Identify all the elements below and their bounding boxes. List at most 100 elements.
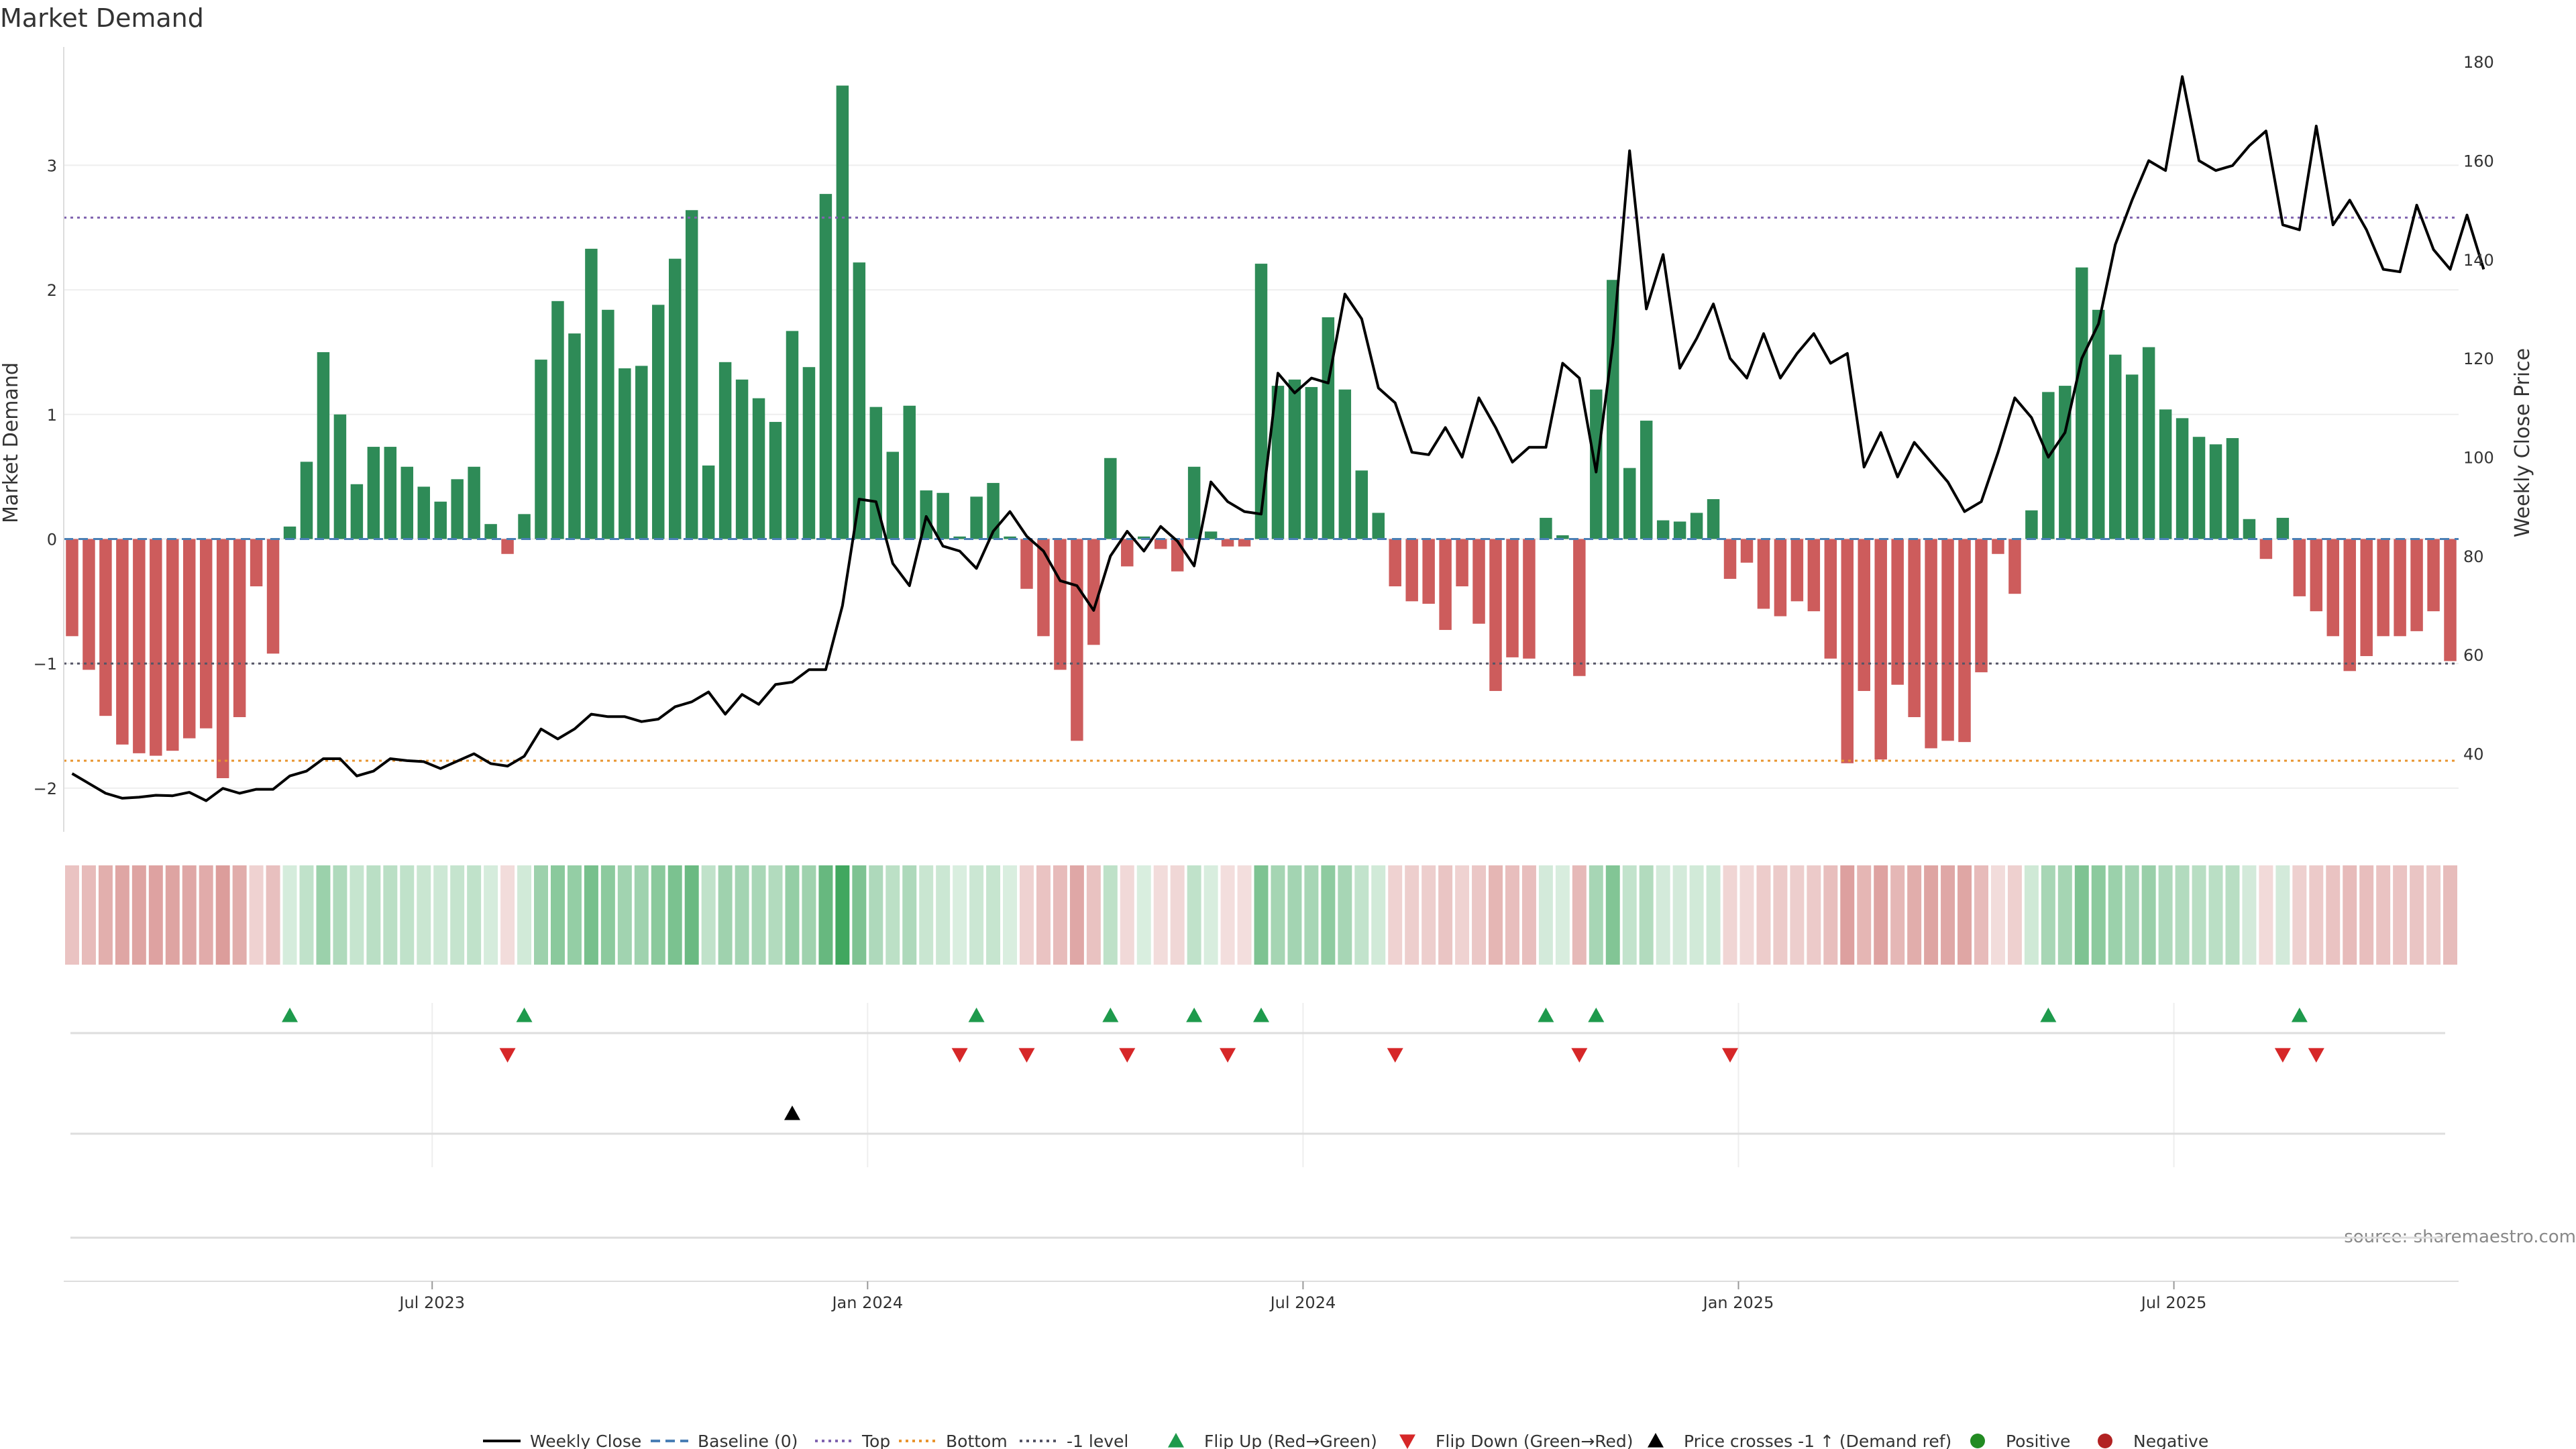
signal-rows — [70, 1008, 2445, 1239]
heat-strip-cell — [1304, 865, 1319, 965]
negative-demand-bar — [1121, 539, 1134, 567]
negative-demand-bar — [216, 539, 229, 779]
negative-demand-bar — [1422, 539, 1435, 604]
positive-demand-bar — [1104, 458, 1117, 539]
flip-down-marker — [951, 1048, 968, 1063]
heat-strip-cell — [1639, 865, 1654, 965]
legend-label: Baseline (0) — [698, 1432, 798, 1449]
heat-strip-cell — [1890, 865, 1905, 965]
negative-demand-bar — [2293, 539, 2306, 596]
heat-strip-cell — [115, 865, 129, 965]
heat-strip-cell — [1924, 865, 1939, 965]
positive-demand-bar — [1138, 536, 1150, 539]
heat-strip-cell — [2158, 865, 2173, 965]
positive-demand-bar — [1004, 536, 1016, 539]
flip-up-marker — [282, 1008, 299, 1022]
negative-demand-bar — [1824, 539, 1837, 659]
heat-strip-cell — [1505, 865, 1519, 965]
heat-strip-cell — [467, 865, 482, 965]
positive-demand-bar — [1556, 535, 1569, 539]
positive-demand-bar — [836, 85, 849, 539]
positive-demand-bar — [2243, 519, 2256, 539]
heat-strip-cell — [600, 865, 615, 965]
legend-label: -1 level — [1067, 1432, 1128, 1449]
negative-demand-bar — [1506, 539, 1519, 657]
positive-demand-bar — [702, 465, 715, 539]
negative-demand-bar — [2343, 539, 2356, 672]
legend-label: Positive — [2006, 1432, 2070, 1449]
y2-tick-label: 140 — [2463, 251, 2494, 270]
heat-strip-cell — [953, 865, 967, 965]
negative-demand-bar — [1154, 539, 1167, 549]
heat-strip-cell — [701, 865, 716, 965]
negative-demand-bar — [1054, 539, 1067, 670]
heat-strip-cell — [2275, 865, 2290, 965]
positive-demand-bar — [735, 379, 749, 539]
heat-strip-cell — [1589, 865, 1603, 965]
heat-strip-cell — [1706, 865, 1721, 965]
positive-demand-bar — [2025, 510, 2038, 539]
heat-strip-cell — [1438, 865, 1453, 965]
negative-demand-bar — [266, 539, 280, 654]
heat-strip-cell — [1003, 865, 1018, 965]
positive-demand-bar — [819, 194, 833, 539]
heat-strip-cell — [232, 865, 247, 965]
heat-strip-cell — [1053, 865, 1067, 965]
y2-tick-label: 80 — [2463, 547, 2484, 566]
heat-strip-cell — [1907, 865, 1922, 965]
legend-item: Flip Up (Red→Green) — [1168, 1432, 1377, 1449]
heat-strip-cell — [1538, 865, 1553, 965]
positive-demand-bar — [333, 414, 347, 539]
negative-demand-bar — [166, 539, 179, 751]
legend-item: -1 level — [1020, 1432, 1128, 1449]
positive-demand-bar — [535, 360, 547, 539]
negative-demand-bar — [1908, 539, 1921, 718]
legend-item: Negative — [2098, 1432, 2208, 1449]
heat-strip-cell — [936, 865, 951, 965]
positive-demand-bar — [1322, 317, 1335, 539]
heat-strip-cell — [450, 865, 465, 965]
negative-demand-bar — [501, 539, 514, 554]
heat-strip-cell — [1103, 865, 1118, 965]
negative-demand-bar — [1941, 539, 1954, 741]
heat-strip-cell — [1689, 865, 1704, 965]
heat-strip-cell — [2376, 865, 2391, 965]
positive-demand-bar — [434, 501, 447, 539]
x-tick-label: Jan 2025 — [1702, 1293, 1774, 1312]
heat-strip-cell — [1572, 865, 1587, 965]
flip-up-marker — [1538, 1008, 1554, 1022]
heat-strip-cell — [1555, 865, 1570, 965]
legend-triangle-up-swatch — [1168, 1433, 1184, 1448]
positive-demand-bar — [1288, 379, 1301, 539]
heat-strip-cell — [2208, 865, 2223, 965]
heat-strip-cell — [1187, 865, 1201, 965]
heat-strip-cell — [1672, 865, 1687, 965]
x-tick-label: Jul 2023 — [398, 1293, 465, 1312]
negative-demand-bar — [1858, 539, 1870, 692]
positive-demand-bar — [1271, 386, 1285, 539]
heat-strip-cell — [2426, 865, 2441, 965]
positive-demand-bar — [987, 482, 1000, 539]
positive-demand-bar — [1338, 389, 1352, 539]
heat-strip-cell — [500, 865, 515, 965]
heat-strip-cell — [835, 865, 850, 965]
heat-strip-cell — [684, 865, 699, 965]
heat-strip-cell — [1136, 865, 1151, 965]
negative-demand-bar — [1975, 539, 1988, 673]
flip-down-marker — [2308, 1048, 2324, 1063]
heat-strip-cell — [266, 865, 280, 965]
heat-strip-cell — [1153, 865, 1168, 965]
heat-strip-cell — [1622, 865, 1637, 965]
heat-strip-cell — [1874, 865, 1888, 965]
legend: Weekly Close Baseline (0) Top Bottom -1 leve… — [483, 1432, 2208, 1449]
positive-demand-bar — [518, 514, 531, 539]
positive-demand-bar — [300, 462, 313, 539]
heat-strip-cell — [852, 865, 867, 965]
heat-strip-cell — [869, 865, 883, 965]
x-tick-label: Jul 2025 — [2140, 1293, 2207, 1312]
positive-demand-bar — [2276, 517, 2290, 539]
positive-demand-bar — [1540, 517, 1552, 539]
positive-demand-bar — [317, 352, 330, 539]
heat-strip-cell — [2192, 865, 2206, 965]
heat-strip-cell — [148, 865, 163, 965]
